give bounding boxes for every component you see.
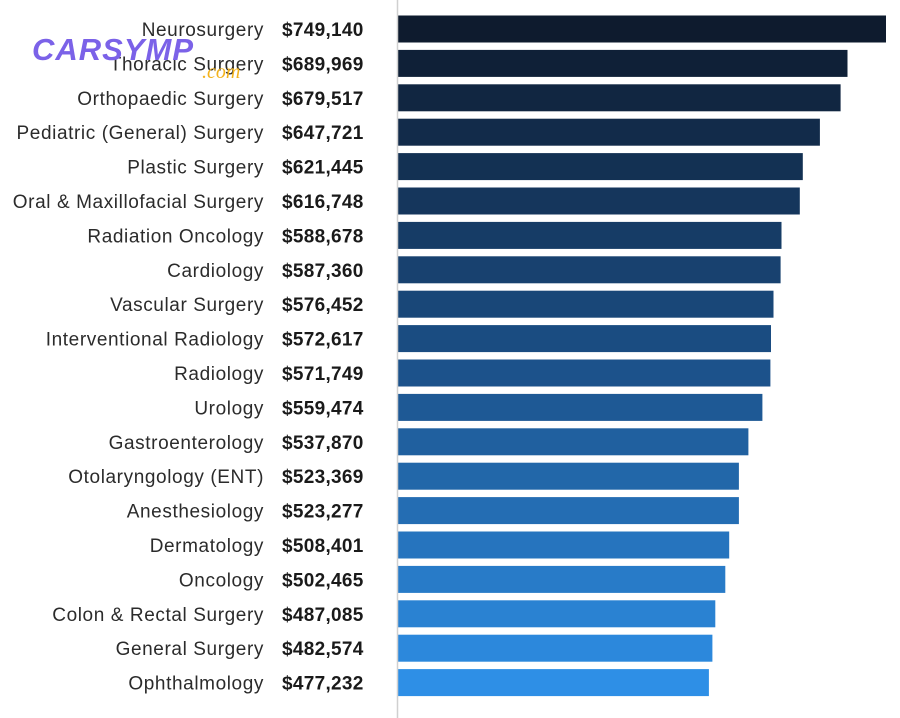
value-label: $689,969 bbox=[282, 54, 364, 75]
value-label: $647,721 bbox=[282, 123, 364, 144]
category-label: Ophthalmology bbox=[128, 674, 264, 695]
bar-3 bbox=[398, 118, 820, 146]
bar-15 bbox=[398, 531, 730, 559]
category-label: Gastroenterology bbox=[109, 433, 264, 454]
bar-11 bbox=[398, 393, 763, 421]
bar-14 bbox=[398, 497, 739, 525]
category-label: Otolaryngology (ENT) bbox=[68, 467, 264, 488]
bar-16 bbox=[398, 565, 726, 593]
bar-12 bbox=[398, 428, 749, 456]
category-label: Anesthesiology bbox=[127, 502, 264, 523]
category-label: Urology bbox=[194, 398, 264, 419]
category-label: Radiology bbox=[174, 364, 264, 385]
category-label: Oral & Maxillofacial Surgery bbox=[13, 192, 264, 213]
bar-2 bbox=[398, 84, 841, 112]
bar-13 bbox=[398, 462, 739, 490]
bar-8 bbox=[398, 290, 774, 318]
value-labels-group: $749,140 $689,969 $679,517 $647,721 $621,445… bbox=[282, 20, 364, 695]
value-label: $572,617 bbox=[282, 330, 364, 351]
category-label: Cardiology bbox=[167, 261, 264, 282]
bar-4 bbox=[398, 153, 803, 181]
category-label: Thoracic Surgery bbox=[110, 54, 264, 75]
value-label: $523,277 bbox=[282, 502, 364, 523]
bar-7 bbox=[398, 256, 781, 284]
bar-18 bbox=[398, 634, 713, 662]
category-label: General Surgery bbox=[116, 639, 264, 660]
value-label: $487,085 bbox=[282, 605, 364, 626]
value-label: $559,474 bbox=[282, 398, 364, 419]
value-label: $502,465 bbox=[282, 570, 364, 591]
bar-1 bbox=[398, 49, 848, 77]
value-label: $679,517 bbox=[282, 89, 364, 110]
value-label: $621,445 bbox=[282, 158, 364, 179]
category-label: Vascular Surgery bbox=[110, 295, 264, 316]
bars-group bbox=[398, 15, 886, 697]
value-label: $571,749 bbox=[282, 364, 364, 385]
category-label: Colon & Rectal Surgery bbox=[52, 605, 264, 626]
value-label: $508,401 bbox=[282, 536, 364, 557]
value-label: $537,870 bbox=[282, 433, 364, 454]
bar-10 bbox=[398, 359, 771, 387]
bar-9 bbox=[398, 325, 771, 353]
category-label: Pediatric (General) Surgery bbox=[17, 123, 264, 144]
value-label: $749,140 bbox=[282, 20, 364, 41]
value-label: $482,574 bbox=[282, 639, 364, 660]
category-label: Interventional Radiology bbox=[46, 330, 264, 351]
category-label: Dermatology bbox=[150, 536, 264, 557]
category-label: Plastic Surgery bbox=[127, 158, 264, 179]
bar-19 bbox=[398, 669, 709, 697]
bar-5 bbox=[398, 187, 800, 215]
value-label: $523,369 bbox=[282, 467, 364, 488]
value-label: $587,360 bbox=[282, 261, 364, 282]
category-label: Oncology bbox=[179, 570, 264, 591]
value-label: $477,232 bbox=[282, 674, 364, 695]
bar-17 bbox=[398, 600, 716, 628]
category-label: Orthopaedic Surgery bbox=[77, 89, 264, 110]
category-labels-group: Neurosurgery Thoracic Surgery Orthopaedic … bbox=[13, 20, 264, 695]
value-label: $588,678 bbox=[282, 226, 364, 247]
bar-0 bbox=[398, 15, 886, 43]
category-label: Neurosurgery bbox=[142, 20, 264, 41]
value-label: $576,452 bbox=[282, 295, 364, 316]
value-label: $616,748 bbox=[282, 192, 364, 213]
category-label: Radiation Oncology bbox=[87, 226, 264, 247]
bar-6 bbox=[398, 221, 782, 249]
